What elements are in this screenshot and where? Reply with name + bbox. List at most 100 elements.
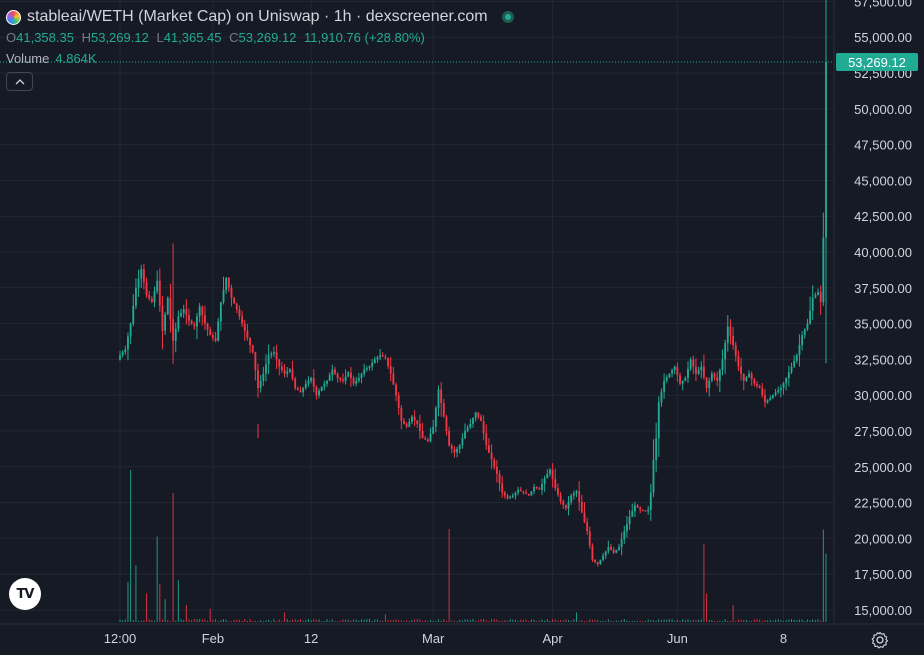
candle-body (403, 420, 405, 424)
candle (514, 491, 517, 500)
candle-body (456, 448, 459, 453)
candle (546, 469, 549, 479)
candle (652, 439, 655, 498)
candle-body (206, 323, 209, 330)
candle (347, 371, 350, 378)
candle-body (692, 359, 695, 367)
candle-body (360, 373, 363, 379)
candle-body (379, 355, 382, 358)
candle (575, 489, 578, 498)
candle (538, 487, 541, 490)
high-label: H (81, 30, 91, 45)
volume-bar (382, 620, 384, 622)
candle (647, 505, 650, 515)
candle (278, 358, 281, 376)
candle (732, 326, 735, 350)
candle-body (469, 423, 472, 428)
volume-bar (703, 544, 705, 622)
candle (564, 504, 567, 511)
candle-body (527, 494, 530, 496)
volume-bar (509, 619, 511, 622)
candle-body (310, 378, 313, 381)
candle (344, 369, 347, 385)
candle (501, 476, 504, 498)
candle (307, 376, 310, 387)
candle-body (817, 292, 819, 295)
volume-bar (278, 619, 280, 622)
candle-body (578, 491, 581, 502)
volume-bar (775, 619, 777, 622)
volume-label: Volume (6, 51, 50, 66)
candle-body (644, 510, 647, 512)
candle-body (586, 521, 589, 532)
volume-bar (326, 619, 328, 622)
candle-body (339, 378, 342, 380)
time-tick-label: 12:00 (104, 631, 137, 646)
candle-body (506, 495, 509, 499)
candle-body (288, 369, 291, 372)
candle-body (368, 366, 371, 368)
candle (142, 263, 145, 290)
candle-body (811, 297, 814, 311)
time-axis[interactable]: 12:00 Feb 12 Mar Apr Jun 8 (104, 631, 787, 646)
candle (453, 445, 456, 458)
volume-bar (140, 620, 142, 622)
candle (822, 212, 825, 307)
candle (562, 499, 565, 510)
volume-bar (323, 621, 325, 623)
candle-body (514, 492, 517, 496)
candle-body (458, 445, 461, 449)
volume-bar (759, 619, 761, 622)
collapse-legend-button[interactable] (6, 72, 33, 91)
candle-body (355, 380, 358, 384)
candle-body (599, 559, 602, 565)
candle (336, 372, 339, 383)
volume-bar (427, 620, 429, 622)
volume-bar (488, 621, 490, 623)
candle-body (641, 509, 644, 511)
candle-body (219, 302, 222, 322)
candle (533, 483, 535, 495)
candle-body (320, 386, 323, 391)
candle-body (243, 323, 246, 331)
volume-bar (119, 619, 121, 622)
volume-bar (825, 553, 827, 622)
volume-bar (796, 620, 798, 622)
candle (490, 444, 493, 470)
candle-body (737, 355, 740, 367)
volume-bar (337, 621, 339, 623)
candle (530, 491, 533, 496)
volume-bar (663, 619, 665, 622)
candle-body (716, 377, 719, 381)
candle-body (549, 469, 551, 474)
volume-bar (228, 621, 230, 623)
volume-bar (154, 620, 156, 622)
candle (464, 423, 466, 440)
volume-bar (318, 619, 320, 622)
candle (246, 323, 249, 341)
candle-body (198, 306, 201, 317)
volume-bar (207, 620, 209, 622)
price-tick-label: 57,500.00 (854, 0, 912, 9)
candle (785, 377, 788, 391)
volume-bar (233, 619, 235, 622)
time-tick-label: Mar (422, 631, 445, 646)
candle (636, 503, 639, 508)
candle (655, 422, 658, 473)
volume-bar (276, 621, 278, 623)
tradingview-logo-icon[interactable]: TV (9, 578, 41, 610)
volume-bar (552, 619, 554, 622)
candle-body (408, 421, 411, 427)
volume-bar (491, 619, 493, 622)
volume-bar (658, 619, 660, 622)
candle (294, 376, 297, 391)
gear-icon[interactable] (871, 631, 889, 649)
candle (334, 366, 336, 376)
candle (626, 516, 628, 538)
volume-bar (453, 620, 455, 622)
candle (588, 526, 591, 549)
candle-body (283, 370, 286, 374)
candle (238, 305, 241, 320)
candle-body (777, 390, 780, 393)
